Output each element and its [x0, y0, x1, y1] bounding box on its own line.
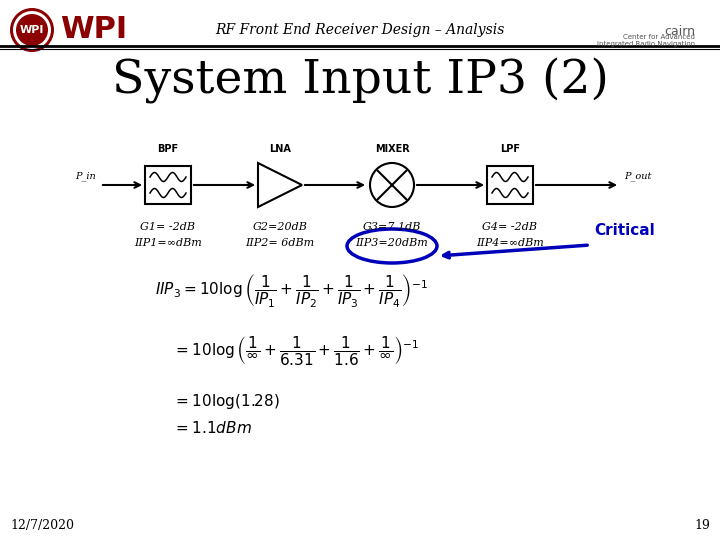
Text: IIP3=20dBm: IIP3=20dBm [356, 238, 428, 248]
Text: Critical: Critical [594, 223, 654, 238]
Text: MIXER: MIXER [374, 144, 410, 154]
Text: System Input IP3 (2): System Input IP3 (2) [112, 58, 608, 104]
Text: $= 10\log\left(\dfrac{1}{\infty}+\dfrac{1}{6.31}+\dfrac{1}{1.6}+\dfrac{1}{\infty: $= 10\log\left(\dfrac{1}{\infty}+\dfrac{… [173, 334, 419, 367]
Text: WPI: WPI [20, 25, 44, 35]
Text: 12/7/2020: 12/7/2020 [10, 519, 74, 532]
Text: Center for Advanced
Integrated Radio Navigation: Center for Advanced Integrated Radio Nav… [597, 34, 695, 47]
Text: RF Front End Receiver Design – Analysis: RF Front End Receiver Design – Analysis [215, 23, 505, 37]
Circle shape [10, 8, 54, 52]
Circle shape [13, 11, 51, 49]
Text: LPF: LPF [500, 144, 520, 154]
Text: LNA: LNA [269, 144, 291, 154]
Text: BPF: BPF [158, 144, 179, 154]
Polygon shape [258, 163, 302, 207]
Text: cairn: cairn [664, 25, 695, 38]
Text: P_in: P_in [76, 171, 96, 181]
Text: P_out: P_out [624, 171, 652, 181]
Text: IIP1=∞dBm: IIP1=∞dBm [134, 238, 202, 248]
Text: 19: 19 [694, 519, 710, 532]
Text: G3=7.1dB: G3=7.1dB [363, 222, 421, 232]
Bar [487, 166, 533, 204]
Text: $= 10\log(1.28)$: $= 10\log(1.28)$ [173, 392, 280, 411]
Text: $IIP_3 = 10\log\left(\dfrac{1}{IP_1}+\dfrac{1}{IP_2}+\dfrac{1}{IP_3}+\dfrac{1}{I: $IIP_3 = 10\log\left(\dfrac{1}{IP_1}+\df… [155, 272, 428, 309]
Text: G4= -2dB: G4= -2dB [482, 222, 538, 232]
Text: $= 1.1dBm$: $= 1.1dBm$ [173, 420, 252, 436]
Text: G2=20dB: G2=20dB [253, 222, 307, 232]
Text: G1= -2dB: G1= -2dB [140, 222, 196, 232]
Bar [145, 166, 191, 204]
Circle shape [370, 163, 414, 207]
Text: IIP2= 6dBm: IIP2= 6dBm [246, 238, 315, 248]
Text: IIP4=∞dBm: IIP4=∞dBm [476, 238, 544, 248]
Text: WPI: WPI [60, 16, 127, 44]
Circle shape [16, 14, 48, 46]
